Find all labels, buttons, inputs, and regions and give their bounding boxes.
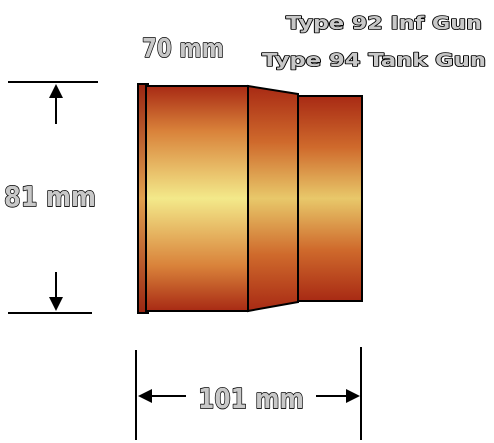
- rim-diameter-dimension: [8, 81, 98, 314]
- length-dimension: [135, 347, 362, 440]
- rim-diameter-label: 81 mm: [4, 180, 96, 213]
- arrow-up-icon: [49, 84, 63, 98]
- title-line-2: Type 94 Tank Gun: [262, 50, 486, 71]
- arrow-right-icon: [346, 389, 360, 403]
- length-label: 101 mm: [198, 382, 304, 415]
- arrow-down-icon: [49, 297, 63, 311]
- cartridge-case: [137, 83, 363, 314]
- case-neck: [297, 95, 363, 302]
- case-body: [145, 85, 249, 312]
- diameter-label: 70 mm: [142, 34, 224, 64]
- title-line-1: Type 92 Inf Gun: [286, 13, 482, 34]
- arrow-left-icon: [138, 389, 152, 403]
- case-shoulder: [247, 84, 299, 313]
